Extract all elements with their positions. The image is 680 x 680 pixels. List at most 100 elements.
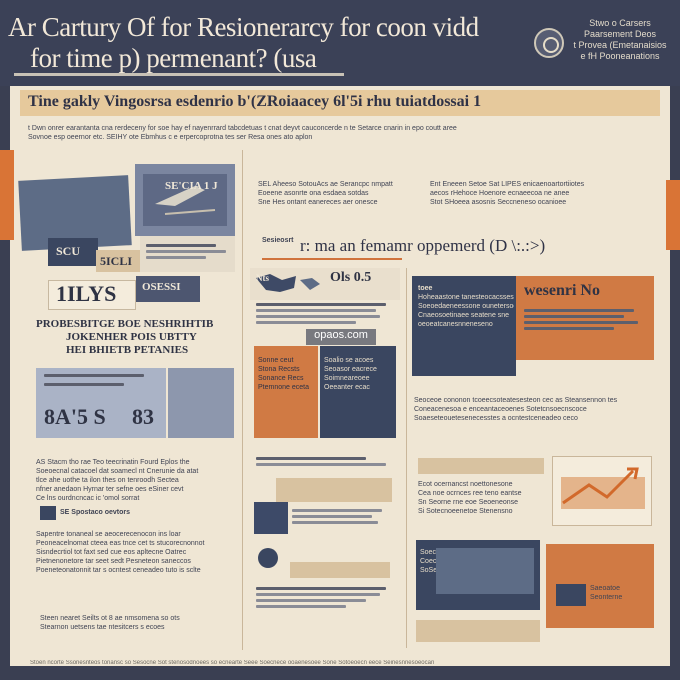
middle-text-2	[256, 454, 396, 469]
headline-line-2: for time p) permenant? (usa	[30, 43, 317, 73]
stat-card	[136, 276, 200, 302]
right-paragraph: Seoceoe cononon tcoeecsoteatesesteon cec…	[414, 396, 650, 423]
seal-icon	[534, 28, 564, 58]
caption-card	[140, 236, 235, 272]
stat-card	[48, 280, 136, 310]
orange-panel	[254, 346, 318, 438]
body-line: Sisndecrtiol tot faxt sed cue eos apltec…	[36, 549, 187, 556]
panel-line: Soimneareoee	[324, 375, 370, 382]
callout-tag: toee	[418, 285, 433, 292]
organization-block: Stwo o Carsers Paarsement Deos t Provea …	[570, 18, 670, 62]
bottom-navy-text: Soecnnes ocnoree Coecon nse e SoSeoceese…	[420, 548, 436, 575]
sub-item: Cea noe ocrnces ree teno eantse	[418, 490, 522, 497]
middle-text-4	[256, 584, 396, 611]
callout-orange	[516, 276, 654, 360]
callout-line: Cnaeosoetinaee seatene sne	[418, 312, 510, 319]
bottom-photo	[436, 548, 534, 594]
edge-accent	[666, 180, 680, 250]
sub-item: Si Sotecnoeenetoe Stenensno	[418, 508, 513, 515]
panel-line: Sonance Recs	[258, 375, 304, 382]
top-line: Ent Eneeen Setoe Sat LIPES enicaenoartor…	[430, 181, 585, 188]
left-subhead: PROBESBITGE BOE NESHRIHTIB JOKENHER POIS…	[36, 318, 246, 357]
numbers-value: 8A'5 S	[44, 404, 106, 429]
bottom-line: Seonterne	[590, 594, 623, 601]
panel-line: Stona Recsts	[258, 366, 300, 373]
watermark: opaos.com	[306, 329, 376, 345]
body-line: Ce lns ourdncncac ic 'omol sorrat	[36, 495, 140, 502]
bottom-icon	[556, 584, 586, 606]
numbers-card	[168, 368, 234, 438]
org-line: Stwo o Carsers	[589, 18, 651, 28]
navy-panel-text: Soalio se acoes Seoasor eacrece Soimnear…	[324, 356, 394, 392]
top-line: Stot SHoeea asosnis Seccneneso ocanioee	[430, 199, 567, 206]
edge-accent	[0, 150, 14, 240]
top-line: Eoeene asonrte ona esdaea sotdas	[258, 190, 369, 197]
info-bar	[416, 620, 540, 642]
numbers-card	[36, 368, 166, 438]
bullet-icon	[40, 506, 56, 520]
bottom-line: Saeoatoe	[590, 585, 620, 592]
org-line: e fH Pooneanations	[580, 51, 660, 61]
panel-line: Ptemnone eceta	[258, 384, 309, 391]
paragraph-line: Seoceoe cononon tcoeecsoteatesesteon cec…	[414, 397, 618, 404]
callout-title: wesenri No	[524, 282, 600, 299]
left-subhead-line: JOKENHER POIS UBTTY	[66, 331, 197, 343]
callout-navy-text: toee Hoheaastone tanesteocacsses Soeoeda…	[418, 284, 514, 329]
section-underline	[262, 258, 402, 260]
stat-big: 1ILYS	[56, 281, 117, 306]
footer-text: Stoen ncorte Ssonesnteos tonansc so Seso…	[30, 660, 435, 666]
body-line: Sapentre tonaneal se aeocerecenocon ins …	[36, 531, 181, 538]
top-line: SEL Aheeso SotouAcs ae Serancpc nmpatt	[258, 181, 393, 188]
label-card	[96, 250, 140, 272]
panel-line: Oeeanter ecac	[324, 384, 370, 391]
info-bar	[276, 478, 392, 502]
body-line: Peoneacelnomat cteea eas tnce cet ts stu…	[36, 540, 205, 547]
callout-line: Soeoedaeneessone ounetersoe	[418, 303, 514, 310]
panel-line: Soalio se acoes	[324, 357, 374, 364]
stat-prefix: Nts	[256, 273, 269, 283]
callout-line: oeoeatcanesnneneseno	[418, 321, 493, 328]
left-subhead-line: PROBESBITGE BOE NESHRIHTIB	[36, 318, 214, 330]
top-line: aecos rHehoce Hoenore ecnaeecoa ne anee	[430, 190, 570, 197]
left-caption: SE Spostaco oevtors	[60, 509, 131, 516]
bottom-line: Coecon nse e	[420, 558, 436, 565]
closing-line: Stearnon uetsens tae ntesitcers s ecoes	[40, 624, 165, 631]
bottom-orange-text: Saeoatoe Seonterne	[590, 584, 650, 602]
body-line: AS Stacm tho rae Teo teecrinatin Fourd E…	[36, 459, 190, 466]
middle-text-3	[292, 506, 392, 527]
chart-card	[552, 456, 652, 526]
sub-item: Ecot ocernancst noettonesone	[418, 481, 513, 488]
intro-text: t Dwn onrer earantanta cna rerdeceny for…	[28, 124, 648, 142]
body-line: Pietnenonetore tar seet sedt Pesneteon s…	[36, 558, 191, 565]
column-divider	[406, 268, 407, 648]
paragraph-line: Soaeseteouetesenecesstes a ocntestcenead…	[414, 415, 578, 422]
panel-line: Sonne ceut	[258, 357, 294, 364]
paragraph-line: Coneacenesoa e enceantaceoenes Sotetcnso…	[414, 406, 587, 413]
header-divider	[14, 73, 344, 76]
pin-icon	[258, 548, 278, 568]
small-label: Sesieosrt	[262, 237, 294, 244]
body-line: tlce ahe uothe ta ilon thes on tenroodh …	[36, 477, 179, 484]
map-icon	[254, 502, 288, 534]
intro-line: t Dwn onrer earantanta cna rerdeceny for…	[28, 125, 457, 132]
trend-chart-icon	[561, 467, 645, 509]
map-icon	[256, 274, 320, 292]
bottom-line: SoSeoceeseceneo	[420, 567, 436, 574]
top-line: Sne Hes ontant eanereces aer onesce	[258, 199, 378, 206]
plane-illustration	[143, 174, 227, 226]
stat-label: Ols 0.5	[330, 270, 372, 285]
label-card	[48, 238, 98, 266]
headline: Ar Cartury Of for Resionerarcy for coon …	[8, 12, 508, 74]
middle-text	[256, 300, 396, 327]
map-strip	[250, 268, 400, 300]
stat-small: OSESSI	[142, 281, 181, 293]
callout-line: Hoheaastone tanesteocacsses	[418, 294, 514, 301]
org-line: Paarsement Deos	[583, 29, 657, 39]
left-body: AS Stacm tho rae Teo teecrinatin Fourd E…	[36, 458, 236, 503]
body-line: Soeoecnal catacoel dat soamecl nt Cnerun…	[36, 468, 199, 475]
navy-panel	[320, 346, 396, 438]
label-card-text: 5ICLI	[100, 254, 133, 268]
panel-line: Seoasor eacrece	[324, 366, 377, 373]
photo-label: SE'CIA 1 J	[165, 180, 218, 192]
closing-line: Steen nearet Seilts ot 8 ae nmsomena so …	[40, 615, 180, 622]
